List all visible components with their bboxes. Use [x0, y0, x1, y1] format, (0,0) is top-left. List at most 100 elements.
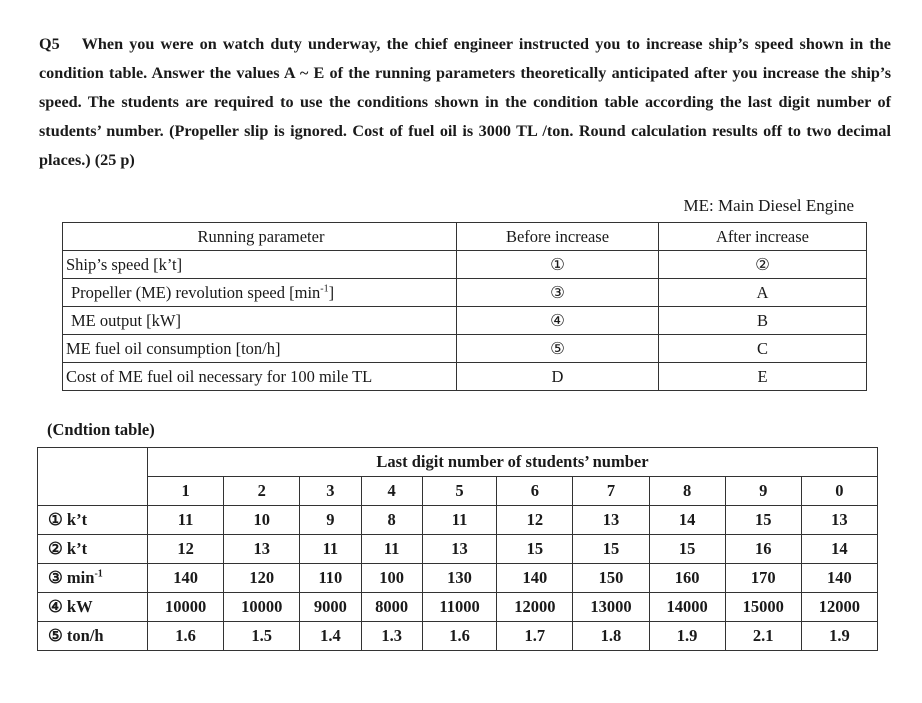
condition-value: 11: [146, 505, 225, 535]
condition-value: 15000: [724, 592, 802, 622]
table-row: ① k’t 11 10 9 8 11 12 13 14 15 13: [37, 505, 879, 535]
condition-value: 14: [800, 534, 879, 564]
row-label-text: ① k’t: [48, 510, 88, 529]
condition-value: 11: [299, 534, 362, 564]
before-value: ⑤: [456, 334, 659, 363]
question-text-block: Q5 When you were on watch duty underway, …: [39, 30, 891, 175]
condition-value: 8: [360, 505, 423, 535]
parameter-name: Cost of ME fuel oil necessary for 100 mi…: [62, 362, 457, 391]
condition-value: 140: [146, 563, 225, 593]
header-after: After increase: [658, 222, 867, 251]
parameter-label: Propeller (ME) revolution speed [min: [71, 282, 321, 302]
table-row: Ship’s speed [k’t] ① ②: [62, 250, 867, 279]
condition-table-title: (Cndtion table): [47, 420, 155, 439]
condition-value: 12: [496, 505, 574, 535]
condition-value: 110: [299, 563, 362, 593]
table-row: ME fuel oil consumption [ton/h] ⑤ C: [62, 334, 867, 363]
condition-value: 1.9: [648, 621, 726, 651]
table-row: Propeller (ME) revolution speed [min-1] ③…: [62, 278, 867, 307]
condition-value: 15: [496, 534, 574, 564]
table-header-row: Running parameter Before increase After …: [62, 222, 867, 251]
condition-value: 140: [800, 563, 879, 593]
group-header-row: Last digit number of students’ number: [37, 447, 878, 506]
digit-header: 0: [800, 476, 879, 506]
parameter-label: Cost of ME fuel oil necessary for 100 mi…: [66, 366, 373, 386]
parameter-label: Ship’s speed [k’t]: [66, 254, 183, 274]
condition-value: 140: [496, 563, 574, 593]
condition-value: 10: [223, 505, 301, 535]
digit-header: 7: [572, 476, 650, 506]
parameter-label: ME fuel oil consumption [ton/h]: [66, 338, 281, 358]
row-label: ④ kW: [37, 592, 148, 622]
row-label-text: ④ kW: [48, 597, 93, 616]
row-label: ② k’t: [37, 534, 148, 564]
table-row: ③ min-1 140 120 110 100 130 140 150 160 170 140: [37, 563, 879, 593]
condition-value: 15: [724, 505, 802, 535]
digit-header: 4: [360, 476, 423, 506]
group-header: Last digit number of students’ number: [147, 447, 878, 477]
parameter-label: ME output [kW]: [71, 310, 181, 330]
condition-value: 1.3: [360, 621, 423, 651]
row-label-text: ② k’t: [48, 539, 88, 558]
running-parameter-table: Running parameter Before increase After …: [62, 222, 867, 391]
row-label-text: ⑤ ton/h: [48, 626, 104, 645]
corner-cell: [37, 447, 148, 506]
condition-value: 120: [223, 563, 301, 593]
table-row: ④ kW 10000 10000 9000 8000 11000 12000 13000 140…: [37, 592, 879, 622]
parameter-name: Ship’s speed [k’t]: [62, 250, 457, 279]
condition-value: 13: [572, 505, 650, 535]
row-label-text: ③ min: [48, 568, 95, 587]
condition-value: 8000: [360, 592, 423, 622]
condition-value: 12: [146, 534, 225, 564]
condition-value: 11: [421, 505, 498, 535]
after-value: B: [658, 306, 867, 335]
question-body: When you were on watch duty underway, th…: [39, 35, 891, 169]
digit-header: 1: [146, 476, 225, 506]
table-row: ⑤ ton/h 1.6 1.5 1.4 1.3 1.6 1.7 1.8 1.9 2.1 1.9: [37, 621, 879, 651]
condition-value: 12000: [800, 592, 879, 622]
parameter-name: ME fuel oil consumption [ton/h]: [62, 334, 457, 363]
unit-exponent: -1: [94, 568, 103, 580]
condition-value: 11: [360, 534, 423, 564]
row-label: ③ min-1: [37, 563, 148, 593]
digit-header: 8: [648, 476, 726, 506]
condition-value: 13: [800, 505, 879, 535]
after-value: C: [658, 334, 867, 363]
abbreviation-note: ME: Main Diesel Engine: [683, 196, 854, 215]
bracket-close: ]: [328, 282, 335, 302]
condition-value: 14000: [648, 592, 726, 622]
condition-value: 1.6: [421, 621, 498, 651]
header-running-parameter: Running parameter: [62, 222, 457, 251]
digit-header: 2: [223, 476, 301, 506]
condition-value: 160: [648, 563, 726, 593]
digit-header: 9: [724, 476, 802, 506]
before-value: ③: [456, 278, 659, 307]
table-row: ② k’t 12 13 11 11 13 15 15 15 16 14: [37, 534, 879, 564]
condition-value: 16: [724, 534, 802, 564]
after-value: A: [658, 278, 867, 307]
condition-value: 10000: [223, 592, 301, 622]
condition-value: 13000: [572, 592, 650, 622]
before-value: ④: [456, 306, 659, 335]
before-value: D: [456, 362, 659, 391]
condition-value: 10000: [146, 592, 225, 622]
condition-value: 1.4: [299, 621, 362, 651]
digit-header: 3: [299, 476, 362, 506]
condition-value: 9000: [299, 592, 362, 622]
condition-value: 1.9: [800, 621, 879, 651]
before-value: ①: [456, 250, 659, 279]
condition-value: 100: [360, 563, 423, 593]
after-value: E: [658, 362, 867, 391]
condition-value: 12000: [496, 592, 574, 622]
condition-value: 13: [223, 534, 301, 564]
condition-value: 170: [724, 563, 802, 593]
parameter-name: Propeller (ME) revolution speed [min-1]: [62, 278, 457, 307]
condition-value: 1.7: [496, 621, 574, 651]
condition-value: 150: [572, 563, 650, 593]
condition-value: 2.1: [724, 621, 802, 651]
row-label: ⑤ ton/h: [37, 621, 148, 651]
unit-exponent: -1: [320, 283, 329, 294]
condition-value: 15: [572, 534, 650, 564]
